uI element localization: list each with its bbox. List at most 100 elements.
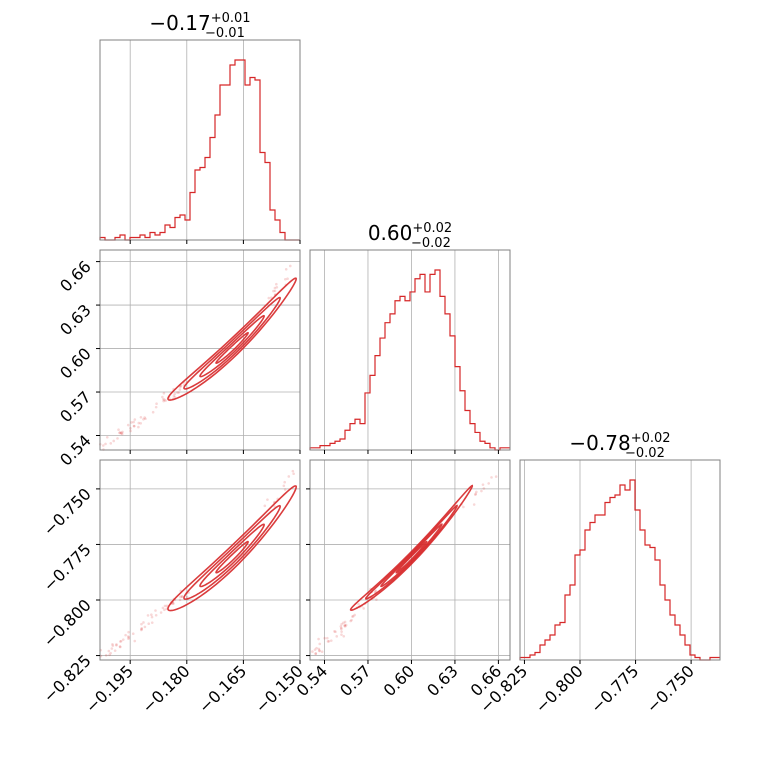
histogram-panel-0 [99, 39, 301, 244]
sample-point [119, 639, 123, 643]
sample-point [147, 622, 151, 626]
sample-point [313, 648, 317, 651]
sample-point [140, 622, 143, 626]
contour-line [199, 523, 265, 588]
sample-point [180, 594, 184, 598]
sample-point [263, 504, 267, 508]
y-tick-label: 0.66 [56, 257, 95, 296]
sample-point [490, 476, 493, 479]
sample-point [105, 435, 109, 439]
sample-point [472, 503, 476, 506]
sample-point [119, 640, 122, 643]
sample-point [335, 635, 339, 638]
sample-point [292, 472, 295, 476]
contour-line [199, 314, 265, 378]
sample-point [480, 489, 483, 493]
y-tick-label: 0.63 [56, 300, 95, 339]
sample-point [267, 296, 271, 300]
contour-line [167, 485, 298, 612]
sample-point [140, 628, 143, 632]
scatter-panel-1-2: 0.54 0.57 0.60 0.63 0.66 [293, 459, 511, 700]
sample-point [142, 417, 145, 421]
sample-point [165, 604, 169, 608]
sample-point [340, 626, 343, 630]
sample-point [343, 623, 347, 627]
sample-point [162, 397, 165, 401]
sample-point [140, 627, 143, 631]
sample-point [162, 399, 165, 403]
sample-point [111, 644, 115, 647]
sample-point [143, 416, 146, 419]
sample-point [180, 595, 184, 599]
panel-frame [309, 249, 511, 451]
sample-point [362, 607, 366, 610]
sample-point [124, 633, 127, 637]
sample-point [288, 264, 292, 268]
sample-point [179, 595, 182, 599]
contour-line [395, 540, 428, 574]
sample-point [325, 636, 329, 640]
title-1-plus: +0.02 [412, 221, 452, 236]
contour-line [183, 504, 282, 600]
sample-point [161, 395, 164, 399]
sample-point [121, 430, 124, 434]
title-1-value: 0.60 [368, 221, 413, 245]
sample-point [161, 606, 165, 610]
sample-point [127, 630, 130, 634]
sample-point [132, 424, 136, 428]
sample-point [323, 636, 326, 640]
sample-point [178, 388, 182, 391]
sample-point [342, 621, 345, 625]
sample-point [353, 613, 356, 617]
sample-point [117, 428, 120, 432]
sample-point [176, 391, 179, 394]
sample-point [481, 483, 485, 486]
panels: −0.825 −0.800 −0.775 −0.7500.540.570.600.63… [40, 39, 721, 717]
sample-point [118, 645, 122, 649]
sample-point [107, 649, 111, 653]
sample-point [320, 650, 324, 653]
sample-point [185, 595, 189, 599]
tail-points [311, 475, 498, 656]
sample-point [164, 399, 167, 402]
sample-point [150, 621, 154, 624]
sample-point [349, 619, 352, 623]
sample-point [150, 615, 154, 619]
panel-title-param-2-minus: −0.02 [625, 446, 665, 461]
sample-point [475, 490, 478, 494]
sample-point [284, 277, 287, 281]
sample-point [127, 637, 130, 641]
panel-frame [99, 249, 301, 451]
sample-point [172, 602, 175, 605]
contour-line [183, 296, 282, 390]
histogram-panel-2: −0.825 −0.800 −0.775 −0.750 [476, 459, 721, 717]
sample-point [275, 282, 278, 286]
sample-point [116, 437, 119, 440]
sample-point [118, 431, 121, 435]
sample-point [314, 652, 318, 656]
sample-point [283, 488, 287, 491]
sample-point [163, 604, 167, 608]
sample-point [163, 398, 166, 402]
scatter-panel-0-1: 0.54 0.57 0.60 0.63 0.66 [56, 249, 301, 470]
panel-title-param-1: 0.60+0.02 [368, 221, 452, 245]
sample-point [266, 498, 269, 501]
panel-title-param-2: −0.78+0.02 [569, 431, 670, 455]
sample-point [142, 621, 145, 624]
tail-points [99, 469, 295, 658]
sample-point [326, 640, 330, 643]
sample-point [318, 649, 321, 653]
sample-point [283, 480, 286, 484]
panel-title-param-0: −0.17+0.01 [149, 11, 250, 35]
x-tick-label: −0.180 [138, 661, 193, 716]
sample-point [317, 647, 321, 651]
sample-point [172, 394, 176, 398]
sample-point [132, 424, 136, 428]
sample-point [132, 420, 135, 424]
histogram-panel-1 [309, 249, 511, 454]
sample-point [115, 643, 118, 647]
sample-point [108, 653, 111, 657]
sample-point [163, 608, 166, 612]
sample-point [104, 442, 107, 446]
